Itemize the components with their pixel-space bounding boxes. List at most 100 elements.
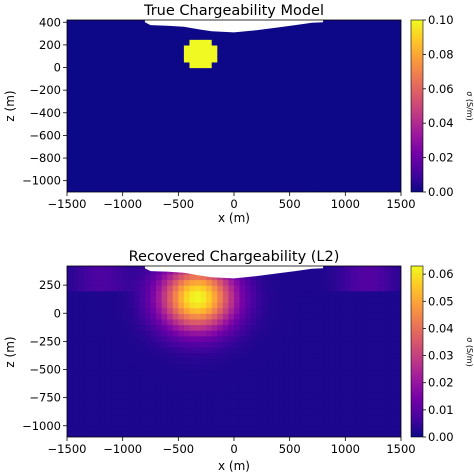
heatmap-cell xyxy=(362,44,369,52)
heatmap-cell xyxy=(156,39,163,46)
heatmap-cell xyxy=(94,386,101,393)
heatmap-cell xyxy=(189,408,196,416)
heatmap-cell xyxy=(245,129,252,137)
heatmap-cell xyxy=(272,363,280,371)
heatmap-cell xyxy=(211,290,218,297)
heatmap-cell xyxy=(189,386,196,393)
heatmap-cell xyxy=(105,414,113,421)
heatmap-cell xyxy=(395,307,401,314)
heatmap-cell xyxy=(161,307,168,314)
heatmap-cell xyxy=(78,50,85,57)
heatmap-cell xyxy=(111,352,118,359)
heatmap-cell xyxy=(306,380,313,387)
heatmap-cell xyxy=(250,175,257,182)
heatmap-cell xyxy=(67,33,74,40)
heatmap-cell xyxy=(94,141,101,148)
heatmap-cell xyxy=(195,318,202,326)
heatmap-cell xyxy=(211,431,218,437)
heatmap-cell xyxy=(295,146,302,153)
heatmap-cell xyxy=(245,67,252,74)
heatmap-cell xyxy=(317,135,324,142)
heatmap-cell xyxy=(139,268,146,275)
heatmap-cell xyxy=(317,101,324,108)
heatmap-cell xyxy=(100,414,107,421)
heatmap-cell xyxy=(200,186,207,192)
heatmap-cell xyxy=(278,118,285,125)
heatmap-cell xyxy=(172,107,179,114)
heatmap-cell xyxy=(228,90,235,97)
heatmap-cell xyxy=(189,324,196,331)
heatmap-cell xyxy=(100,124,107,131)
heatmap-cell xyxy=(105,307,113,314)
heatmap-cell xyxy=(89,95,96,103)
heatmap-cell xyxy=(228,39,235,46)
heatmap-cell xyxy=(206,44,213,52)
heatmap-cell xyxy=(144,152,152,159)
heatmap-cell xyxy=(122,39,129,46)
heatmap-cell xyxy=(178,279,185,286)
heatmap-cell xyxy=(217,112,224,120)
heatmap-cell xyxy=(378,27,385,35)
heatmap-cell xyxy=(117,56,124,63)
heatmap-cell xyxy=(183,414,191,421)
heatmap-cell xyxy=(161,180,168,187)
heatmap-cell xyxy=(67,403,74,410)
heatmap-cell xyxy=(356,39,363,46)
heatmap-cell xyxy=(83,266,90,269)
heatmap-cell xyxy=(272,290,280,297)
heatmap-cell xyxy=(395,27,401,35)
heatmap-cell xyxy=(167,307,174,314)
heatmap-cell xyxy=(161,420,168,427)
heatmap-cell xyxy=(328,420,335,427)
heatmap-cell xyxy=(289,425,296,432)
heatmap-cell xyxy=(267,414,274,421)
heatmap-cell xyxy=(317,296,324,303)
heatmap-cell xyxy=(356,135,363,142)
heatmap-cell xyxy=(161,330,168,337)
heatmap-cell xyxy=(345,39,352,46)
heatmap-cell xyxy=(362,324,369,331)
heatmap-cell xyxy=(217,129,224,137)
heatmap-cell xyxy=(206,341,213,348)
heatmap-cell xyxy=(189,141,196,148)
heatmap-cell xyxy=(378,141,385,148)
heatmap-cell xyxy=(105,135,113,142)
heatmap-cell xyxy=(328,307,335,314)
heatmap-cell xyxy=(306,425,313,432)
heatmap-cell xyxy=(178,330,185,337)
heatmap-cell xyxy=(345,420,352,427)
heatmap-cell xyxy=(105,158,113,165)
heatmap-cell xyxy=(100,61,107,69)
heatmap-cell xyxy=(117,285,124,292)
heatmap-cell xyxy=(200,296,207,303)
heatmap-cell xyxy=(67,27,74,35)
heatmap-cell xyxy=(245,341,252,348)
heatmap-cell xyxy=(345,425,352,432)
heatmap-cell xyxy=(362,335,369,342)
heatmap-cell xyxy=(228,425,235,432)
heatmap-cell xyxy=(295,425,302,432)
heatmap-cell xyxy=(334,39,341,46)
heatmap-cell xyxy=(256,335,263,342)
heatmap-cell xyxy=(67,386,74,393)
heatmap-cell xyxy=(89,158,96,165)
heatmap-cell xyxy=(78,118,85,125)
heatmap-cell xyxy=(228,84,235,91)
heatmap-cell xyxy=(100,169,107,176)
heatmap-cell xyxy=(167,414,174,421)
heatmap-cell xyxy=(89,44,96,52)
heatmap-cell xyxy=(278,318,285,326)
heatmap-cell xyxy=(133,180,140,187)
heatmap-cell xyxy=(306,186,313,192)
heatmap-cell xyxy=(67,285,74,292)
heatmap-cell xyxy=(267,307,274,314)
heatmap-cell xyxy=(228,414,235,421)
heatmap-cell xyxy=(150,78,157,86)
heatmap-cell xyxy=(83,39,90,46)
heatmap-cell xyxy=(189,163,196,170)
heatmap-cell xyxy=(345,95,352,103)
heatmap-cell xyxy=(272,369,280,376)
heatmap-cell xyxy=(356,95,363,103)
heatmap-cell xyxy=(384,39,391,46)
heatmap-cell xyxy=(345,158,352,165)
